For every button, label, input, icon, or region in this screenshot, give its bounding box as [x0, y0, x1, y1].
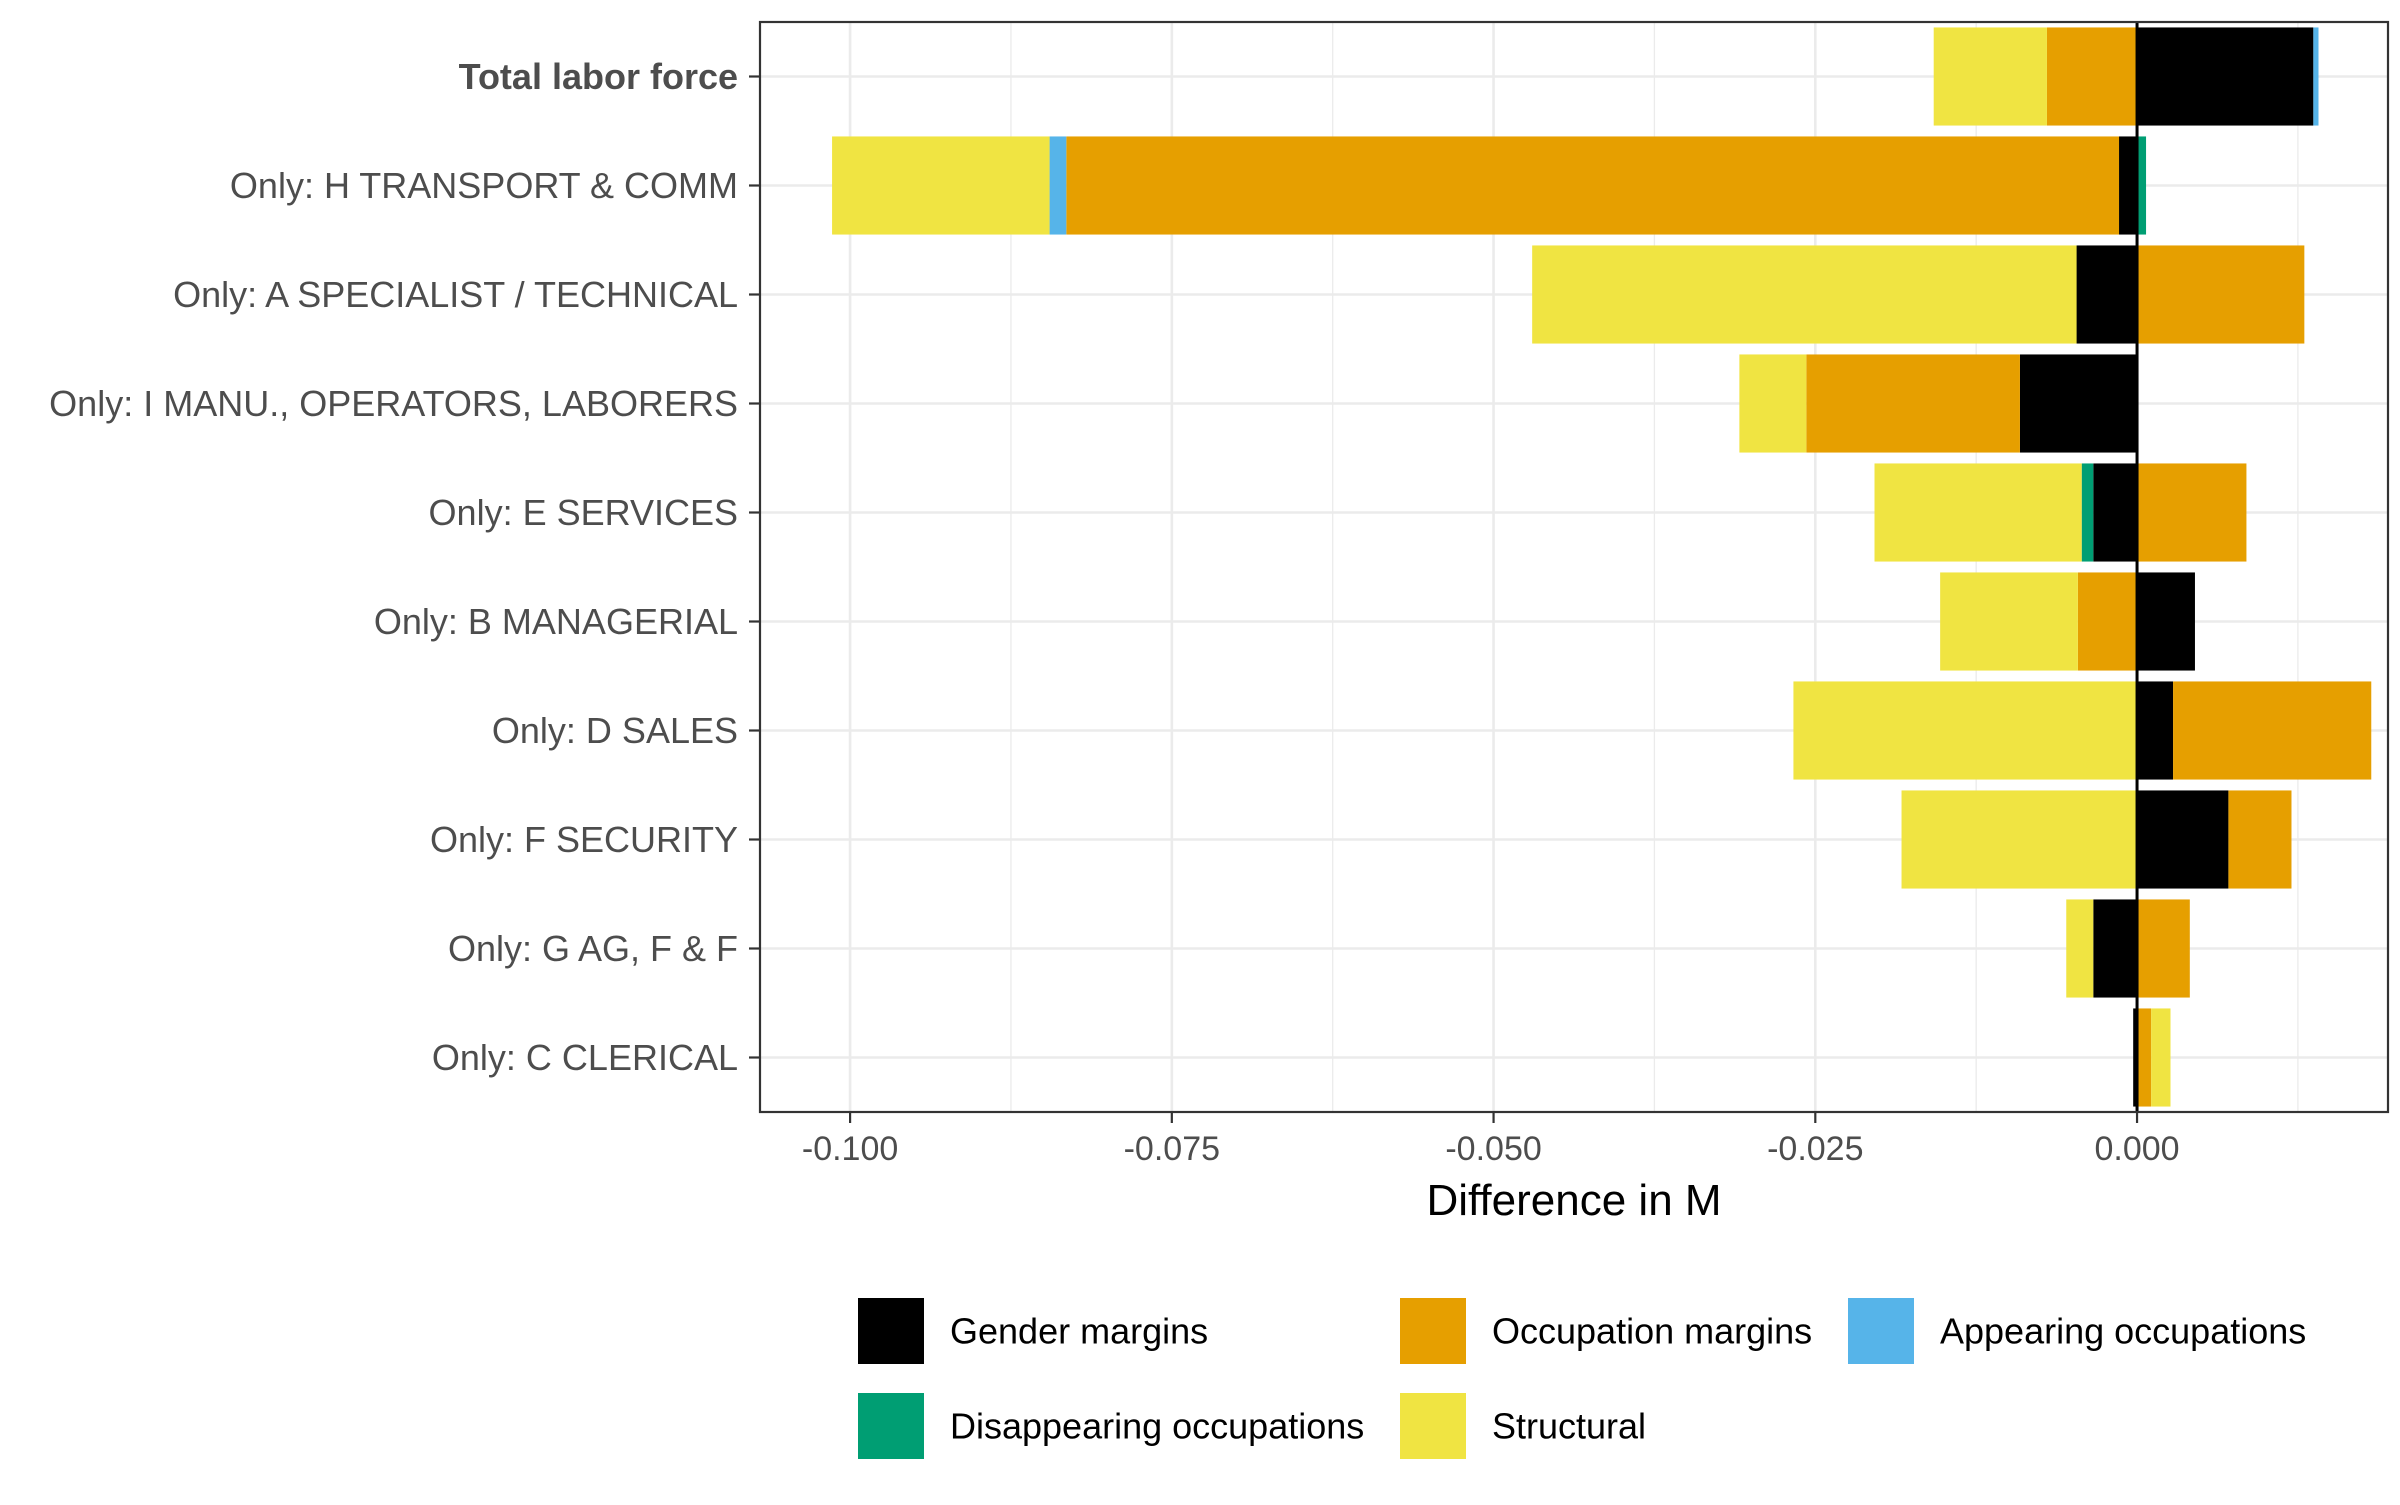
bar-occupation-margins-5: [2077, 572, 2138, 671]
y-tick-label-1: Only: H TRANSPORT & COMM: [230, 165, 738, 206]
bar-gender-margins-7: [2137, 790, 2229, 889]
bar-structural-0: [1933, 27, 2047, 126]
y-tick-label-3: Only: I MANU., OPERATORS, LABORERS: [49, 383, 738, 424]
x-axis: -0.100 -0.075 -0.050 -0.025 0.000: [802, 1112, 2180, 1168]
x-tick-label-0: -0.100: [802, 1130, 898, 1168]
y-tick-label-6: Only: D SALES: [492, 710, 738, 751]
legend-label-occupation-margins: Occupation margins: [1492, 1311, 1812, 1352]
bar-disappearing-occupations-1: [2137, 136, 2147, 235]
y-tick-label-2: Only: A SPECIALIST / TECHNICAL: [173, 274, 738, 315]
bar-appearing-occupations-0: [2313, 27, 2319, 126]
x-tick-label-1: -0.075: [1124, 1130, 1220, 1168]
x-axis-title: Difference in M: [1426, 1176, 1721, 1225]
bar-occupation-margins-6: [2173, 681, 2372, 780]
legend-key-appearing-occupations: [1848, 1298, 1914, 1364]
y-tick-label-4: Only: E SERVICES: [429, 492, 738, 533]
legend-label-appearing-occupations: Appearing occupations: [1940, 1311, 2306, 1352]
bar-appearing-occupations-1: [1049, 136, 1067, 235]
x-tick-label-3: -0.025: [1767, 1130, 1863, 1168]
bar-gender-margins-6: [2137, 681, 2174, 780]
legend-label-disappearing-occupations: Disappearing occupations: [950, 1406, 1364, 1447]
bar-occupation-margins-8: [2137, 899, 2190, 998]
bars: [832, 27, 2372, 1107]
bar-structural-7: [1901, 790, 2138, 889]
bar-occupation-margins-4: [2137, 463, 2247, 562]
y-tick-label-5: Only: B MANAGERIAL: [374, 601, 738, 642]
bar-structural-3: [1739, 354, 1807, 453]
legend: Gender margins Occupation margins Appearin…: [858, 1298, 2306, 1459]
bar-gender-margins-8: [2093, 899, 2138, 998]
bar-gender-margins-4: [2093, 463, 2138, 562]
bar-gender-margins-9: [2133, 1008, 2138, 1107]
bar-gender-margins-0: [2137, 27, 2314, 126]
bar-structural-8: [2066, 899, 2094, 998]
bar-occupation-margins-1: [1066, 136, 2120, 235]
bar-structural-9: [2151, 1008, 2171, 1107]
legend-key-gender-margins: [858, 1298, 924, 1364]
bar-disappearing-occupations-4: [2081, 463, 2094, 562]
bar-gender-margins-5: [2137, 572, 2195, 671]
y-axis: Total labor force Only: H TRANSPORT & COM…: [49, 56, 760, 1078]
x-tick-label-4: 0.000: [2094, 1130, 2179, 1168]
bar-occupation-margins-9: [2137, 1008, 2152, 1107]
bar-structural-5: [1940, 572, 2078, 671]
y-tick-label-8: Only: G AG, F & F: [448, 928, 738, 969]
bar-occupation-margins-3: [1806, 354, 2020, 453]
legend-key-disappearing-occupations: [858, 1393, 924, 1459]
bar-occupation-margins-2: [2137, 245, 2305, 344]
y-tick-label-7: Only: F SECURITY: [430, 819, 738, 860]
bar-structural-1: [832, 136, 1050, 235]
x-tick-label-2: -0.050: [1445, 1130, 1541, 1168]
y-tick-label-0: Total labor force: [459, 56, 738, 97]
legend-label-structural: Structural: [1492, 1406, 1646, 1447]
panel-border: [758, 20, 2390, 1114]
legend-key-structural: [1400, 1393, 1466, 1459]
bar-occupation-margins-7: [2228, 790, 2292, 889]
y-tick-label-9: Only: C CLERICAL: [432, 1037, 738, 1078]
bar-structural-6: [1793, 681, 2138, 780]
legend-label-gender-margins: Gender margins: [950, 1311, 1208, 1352]
bar-gender-margins-2: [2076, 245, 2138, 344]
bar-occupation-margins-0: [2046, 27, 2138, 126]
bar-gender-margins-1: [2119, 136, 2138, 235]
bar-structural-4: [1874, 463, 2082, 562]
bar-structural-2: [1532, 245, 2077, 344]
legend-key-occupation-margins: [1400, 1298, 1466, 1364]
bar-gender-margins-3: [2019, 354, 2138, 453]
